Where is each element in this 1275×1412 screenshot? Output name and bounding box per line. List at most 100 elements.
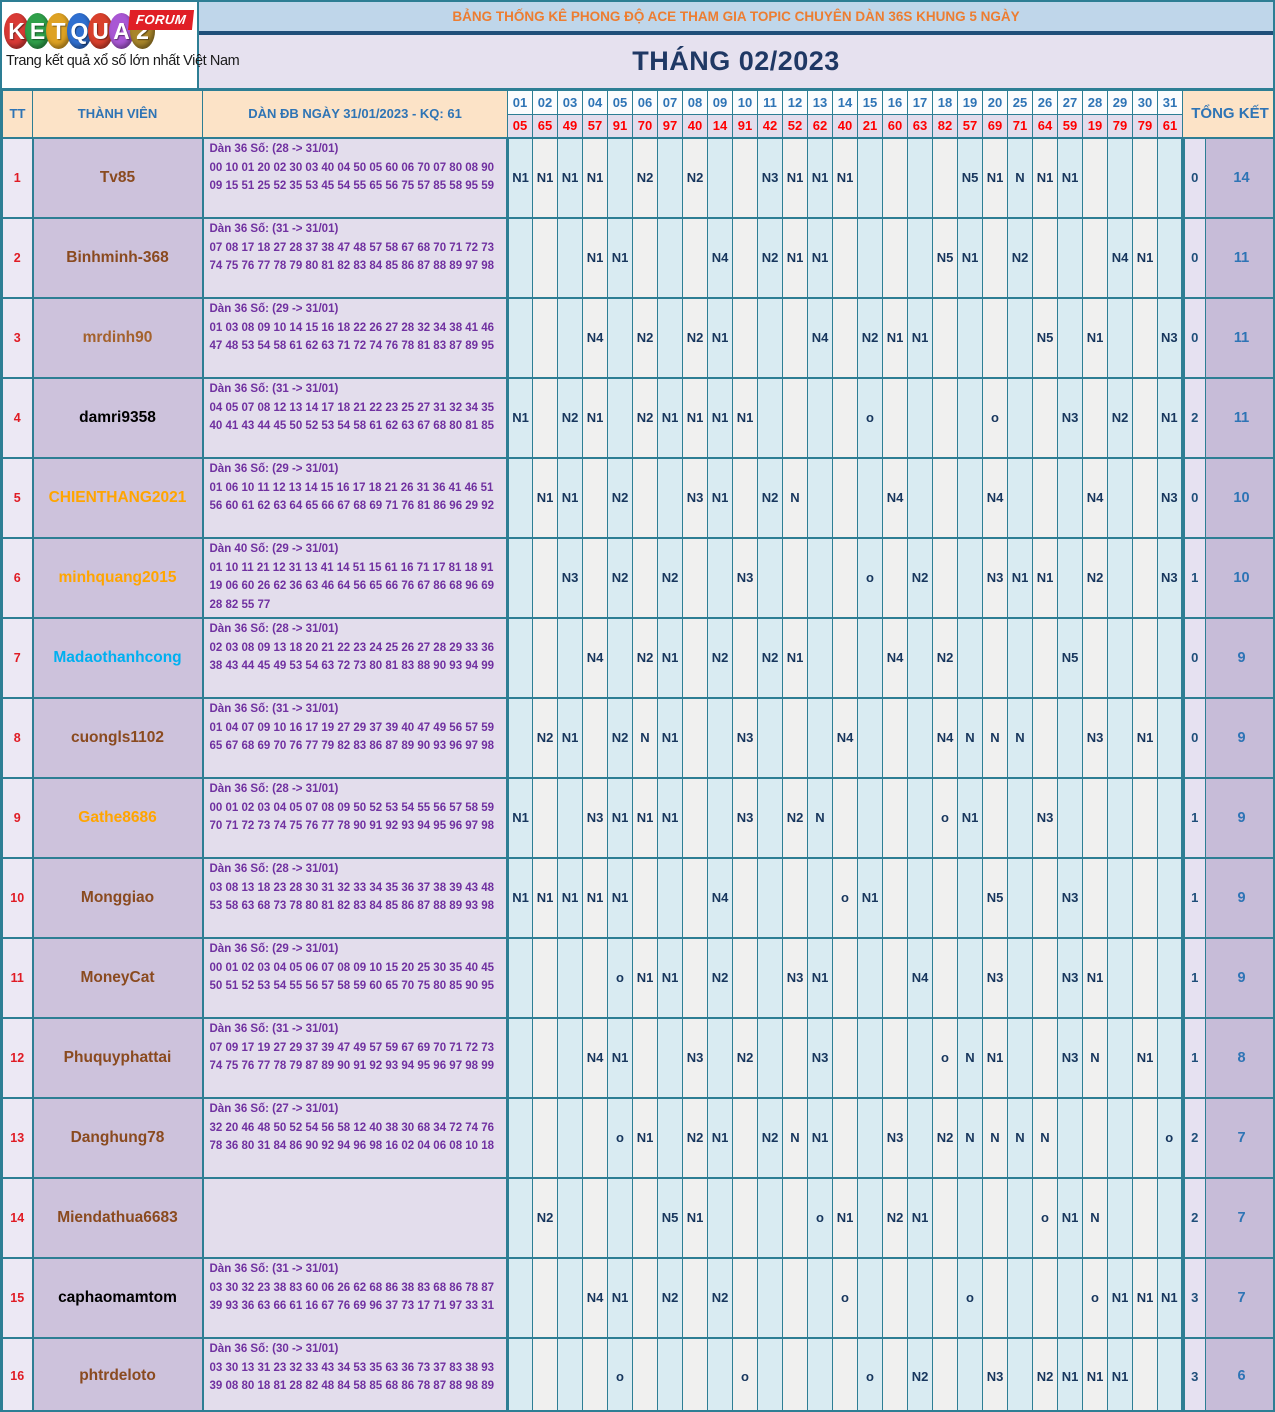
day-cell-31: o — [1157, 1096, 1183, 1178]
kq-value-cell-06: 70 — [632, 114, 658, 139]
member-name-cell[interactable]: phtrdeloto — [31, 1336, 204, 1410]
day-cell-05 — [607, 296, 633, 378]
day-cell-17: N4 — [907, 936, 933, 1018]
day-cell-25 — [1007, 376, 1033, 458]
day-cell-12 — [782, 1336, 808, 1410]
member-name-cell[interactable]: MoneyCat — [31, 936, 204, 1018]
day-cell-11 — [757, 1176, 783, 1258]
member-name-cell[interactable]: CHIENTHANG2021 — [31, 456, 204, 538]
tt-cell: 5 — [2, 456, 33, 538]
total-secondary-cell: 11 — [1205, 376, 1273, 458]
day-cell-10 — [732, 616, 758, 698]
kq-value-cell-13: 62 — [807, 114, 833, 139]
dan-numbers-text: 03 30 13 31 23 32 33 43 34 53 35 63 36 7… — [209, 1361, 495, 1393]
member-name-cell[interactable]: Madaothanhcong — [31, 616, 204, 698]
member-name-cell[interactable]: Gathe8686 — [31, 776, 204, 858]
member-name-cell[interactable]: cuongls1102 — [31, 696, 204, 778]
day-cell-11: N3 — [757, 136, 783, 218]
day-cell-10 — [732, 136, 758, 218]
kq-value-cell-07: 97 — [657, 114, 683, 139]
kq-value-cell-02: 65 — [532, 114, 558, 139]
day-cell-27 — [1057, 1256, 1083, 1338]
day-cell-06: N — [632, 696, 658, 778]
dan-numbers-text: 01 06 10 11 12 13 14 15 16 17 18 21 26 3… — [209, 481, 495, 513]
day-cell-19: N1 — [957, 216, 983, 298]
day-header-cell-28: 28 — [1082, 90, 1108, 115]
member-name-cell[interactable]: minhquang2015 — [31, 536, 204, 618]
day-cell-16 — [882, 776, 908, 858]
day-cell-07: N1 — [657, 616, 683, 698]
dan-cell: Dàn 36 Số: (29 -> 31/01) 00 01 02 03 04 0… — [202, 936, 509, 1018]
day-cell-17 — [907, 616, 933, 698]
day-cell-29 — [1107, 856, 1133, 938]
day-cell-19: N — [957, 696, 983, 778]
day-cell-30 — [1132, 616, 1158, 698]
day-cell-25 — [1007, 1016, 1033, 1098]
member-name-cell[interactable]: Binhminh-368 — [31, 216, 204, 298]
day-header-cell-19: 19 — [957, 90, 983, 115]
day-cell-09 — [707, 776, 733, 858]
day-cell-26: N — [1032, 1096, 1058, 1178]
day-cell-15 — [857, 1176, 883, 1258]
day-cell-11 — [757, 856, 783, 938]
day-cell-06 — [632, 456, 658, 538]
kq-value-cell-09: 14 — [707, 114, 733, 139]
day-cell-29 — [1107, 456, 1133, 538]
day-cell-29 — [1107, 936, 1133, 1018]
day-cell-07 — [657, 296, 683, 378]
day-cell-13 — [807, 856, 833, 938]
day-cell-06 — [632, 856, 658, 938]
table-row-mrdinh90: 3 mrdinh90 Dàn 36 Số: (29 -> 31/01) 01 03 0… — [2, 296, 1273, 378]
day-cell-02 — [532, 536, 558, 618]
day-cell-05 — [607, 376, 633, 458]
day-cell-14: o — [832, 856, 858, 938]
total-secondary-cell: 7 — [1205, 1096, 1273, 1178]
day-cell-17 — [907, 136, 933, 218]
day-cell-09 — [707, 136, 733, 218]
day-cell-29 — [1107, 1016, 1133, 1098]
day-cell-14: o — [832, 1256, 858, 1338]
member-name-cell[interactable]: Miendathua6683 — [31, 1176, 204, 1258]
day-cell-07 — [657, 1336, 683, 1410]
day-header-cell-05: 05 — [607, 90, 633, 115]
day-cell-04: N1 — [582, 376, 608, 458]
day-cell-02 — [532, 1336, 558, 1410]
member-name-cell[interactable]: Danghung78 — [31, 1096, 204, 1178]
day-cell-08: N2 — [682, 1096, 708, 1178]
day-cell-02: N1 — [532, 456, 558, 538]
member-name-cell[interactable]: Tv85 — [31, 136, 204, 218]
day-header-cell-15: 15 — [857, 90, 883, 115]
day-cell-16 — [882, 1256, 908, 1338]
day-cell-08 — [682, 536, 708, 618]
day-cell-29 — [1107, 776, 1133, 858]
day-cell-03 — [557, 776, 583, 858]
day-cell-15: o — [857, 376, 883, 458]
day-header-cell-18: 18 — [932, 90, 958, 115]
day-header-cell-17: 17 — [907, 90, 933, 115]
day-cell-25 — [1007, 296, 1033, 378]
table-row-Madaothanhcong: 7 Madaothanhcong Dàn 36 Số: (28 -> 31/01) 0… — [2, 616, 1273, 698]
table-row-Danghung78: 13 Danghung78 Dàn 36 Số: (27 -> 31/01) 32 2… — [2, 1096, 1273, 1178]
day-cell-13: o — [807, 1176, 833, 1258]
stats-table: TT THÀNH VIÊN DÀN ĐB NGÀY 31/01/2023 - K… — [2, 90, 1273, 1410]
member-name-cell[interactable]: damri9358 — [31, 376, 204, 458]
member-name-cell[interactable]: caphaomamtom — [31, 1256, 204, 1338]
dan-numbers-text: 04 05 07 08 12 13 14 17 18 21 22 23 25 2… — [209, 401, 495, 433]
table-row-damri9358: 4 damri9358 Dàn 36 Số: (31 -> 31/01) 04 05 … — [2, 376, 1273, 458]
day-cell-01: N1 — [507, 856, 533, 938]
day-cell-08 — [682, 216, 708, 298]
kq-value-cell-11: 42 — [757, 114, 783, 139]
kq-value-cell-30: 79 — [1132, 114, 1158, 139]
member-name-cell[interactable]: mrdinh90 — [31, 296, 204, 378]
day-cell-04: N3 — [582, 776, 608, 858]
day-cell-27: N5 — [1057, 616, 1083, 698]
day-cell-15 — [857, 1256, 883, 1338]
member-name-cell[interactable]: Phuquyphattai — [31, 1016, 204, 1098]
day-cell-31: N1 — [1157, 1256, 1183, 1338]
day-cell-26 — [1032, 1256, 1058, 1338]
day-cell-07 — [657, 136, 683, 218]
kq-value-cell-28: 19 — [1082, 114, 1108, 139]
day-cell-14: N1 — [832, 136, 858, 218]
member-name-cell[interactable]: Monggiao — [31, 856, 204, 938]
